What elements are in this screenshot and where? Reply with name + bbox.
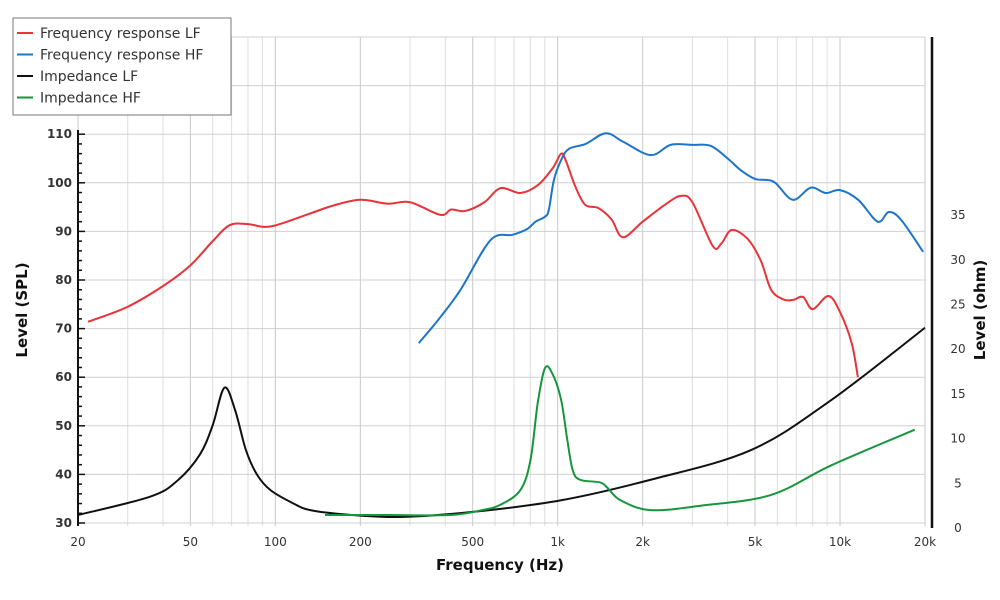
y2-tick-label: 15 <box>950 387 965 401</box>
legend-box <box>12 17 232 116</box>
x-tick-label: 10k <box>829 535 851 549</box>
legend-entry: Impedance LF <box>40 69 138 85</box>
legend-entry: Frequency response LF <box>40 26 201 42</box>
y-tick-label: 40 <box>55 467 72 481</box>
x-tick-label: 500 <box>461 535 484 549</box>
grid <box>77 36 926 526</box>
y-tick-label: 60 <box>55 370 72 384</box>
y2-tick-label: 25 <box>950 298 965 312</box>
y-tick-label: 90 <box>55 224 72 238</box>
x-tick-label: 5k <box>748 535 763 549</box>
series-line-1 <box>417 132 924 344</box>
x-tick-label: 1k <box>550 535 565 549</box>
y-axis-label: Level (SPL) <box>13 262 31 357</box>
x-tick-label: 20 <box>70 535 85 549</box>
x-tick-label: 50 <box>183 535 198 549</box>
x-axis-label: Frequency (Hz) <box>436 556 564 574</box>
legend-entry: Frequency response HF <box>40 48 203 64</box>
y-tick-label: 30 <box>55 516 72 530</box>
y-tick-label: 50 <box>55 419 72 433</box>
y-tick-label: 110 <box>47 127 72 141</box>
x-tick-label: 2k <box>635 535 650 549</box>
y2-tick-label: 0 <box>954 521 962 535</box>
x-tick-label: 100 <box>264 535 287 549</box>
series-lines <box>77 132 926 519</box>
axes: 30 40 50 60 70 80 90 100 110 0 5 10 15 20 25 30 35 20 50 10… <box>47 37 966 549</box>
y2-tick-label: 5 <box>954 476 962 490</box>
y2-tick-label: 10 <box>950 432 965 446</box>
y2-tick-label: 30 <box>950 253 965 267</box>
legend: Frequency response LF Frequency response … <box>12 17 232 116</box>
y-tick-label: 100 <box>47 176 72 190</box>
x-tick-label: 200 <box>349 535 372 549</box>
y-tick-label: 70 <box>55 322 72 336</box>
series-line-0 <box>87 152 859 378</box>
series-line-3 <box>325 365 916 517</box>
y2-axis-label: Level (ohm) <box>971 260 989 360</box>
series-line-2 <box>77 326 926 519</box>
y2-tick-label: 20 <box>950 342 965 356</box>
y-tick-label: 80 <box>55 273 72 287</box>
legend-entry: Impedance HF <box>40 91 141 107</box>
y2-tick-label: 35 <box>950 208 965 222</box>
x-tick-label: 20k <box>914 535 936 549</box>
